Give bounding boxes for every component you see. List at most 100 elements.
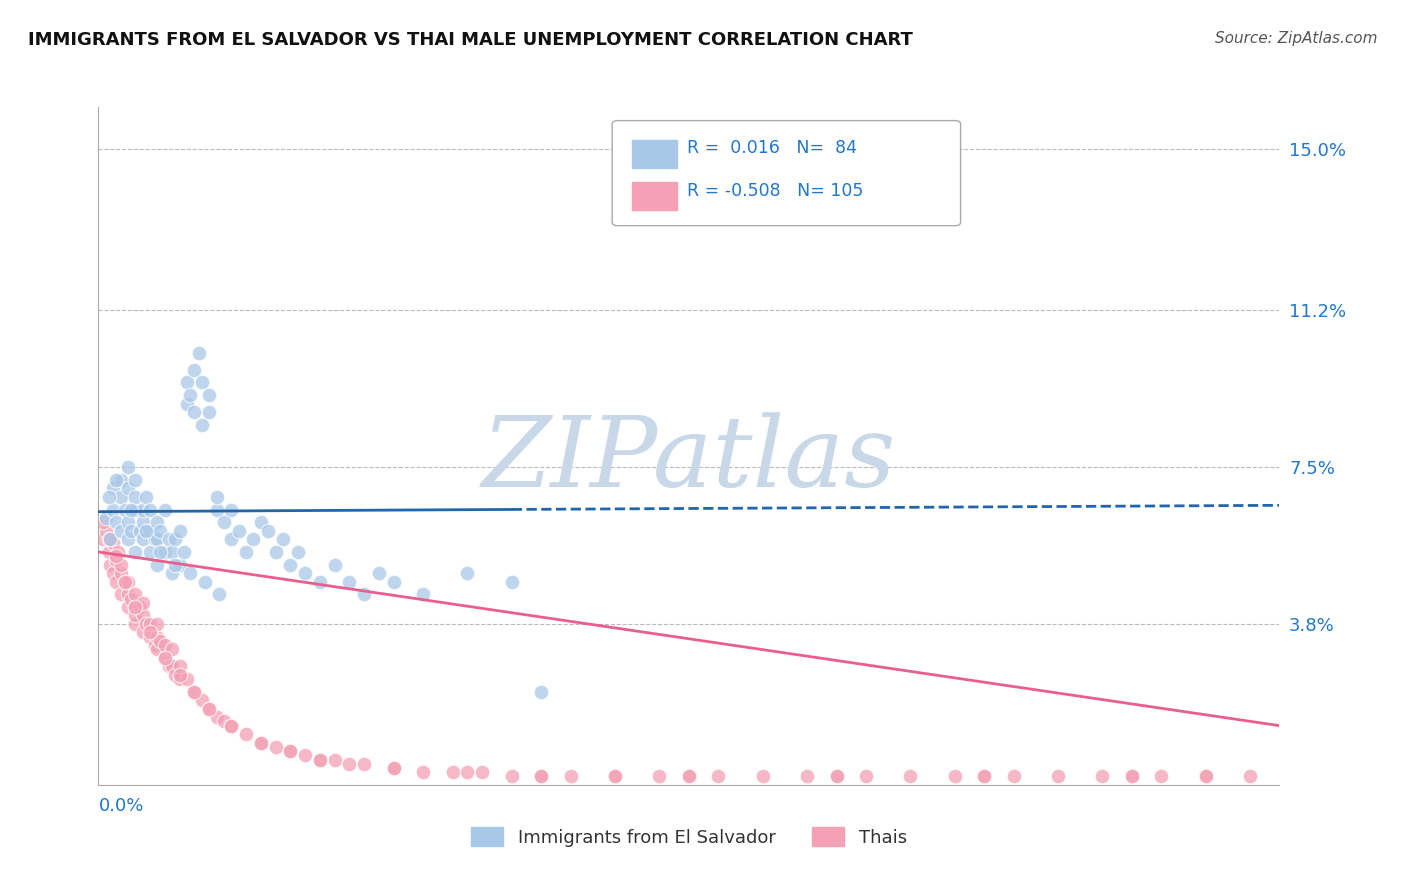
Point [143, 532, 166, 546]
Point [1121, 769, 1143, 784]
Point [221, 719, 243, 733]
Point [139, 502, 162, 516]
Point [117, 515, 139, 529]
Point [198, 701, 221, 715]
Point [605, 769, 627, 784]
Point [135, 617, 157, 632]
Point [191, 417, 214, 432]
Point [124, 502, 146, 516]
Point [205, 502, 228, 516]
Point [103, 566, 125, 581]
Point [250, 515, 273, 529]
Text: IMMIGRANTS FROM EL SALVADOR VS THAI MALE UNEMPLOYMENT CORRELATION CHART: IMMIGRANTS FROM EL SALVADOR VS THAI MALE… [28, 31, 912, 49]
Point [110, 587, 132, 601]
Point [855, 769, 877, 784]
Point [165, 532, 187, 546]
Point [212, 515, 235, 529]
Point [120, 502, 142, 516]
Point [208, 587, 231, 601]
Point [117, 599, 139, 614]
Point [146, 515, 169, 529]
Point [235, 545, 257, 559]
Point [183, 685, 205, 699]
Point [183, 405, 205, 419]
Text: R = -0.508   N= 105: R = -0.508 N= 105 [686, 182, 863, 200]
Point [97, 532, 120, 546]
Point [457, 566, 479, 581]
Point [169, 672, 191, 686]
Point [153, 638, 176, 652]
Point [973, 769, 995, 784]
Point [103, 502, 125, 516]
Point [165, 667, 187, 681]
Point [110, 524, 132, 538]
Point [198, 405, 221, 419]
Point [149, 524, 172, 538]
Point [280, 558, 302, 572]
Point [132, 502, 155, 516]
Point [294, 748, 316, 763]
Point [97, 490, 120, 504]
Point [368, 566, 391, 581]
Point [1150, 769, 1173, 784]
Point [105, 574, 128, 589]
Point [441, 765, 464, 780]
Point [169, 659, 191, 673]
Point [1239, 769, 1261, 784]
Point [309, 753, 332, 767]
Point [91, 515, 114, 529]
Point [353, 587, 375, 601]
Point [323, 753, 346, 767]
Point [221, 719, 243, 733]
Point [382, 761, 405, 775]
Point [124, 473, 146, 487]
Point [139, 630, 162, 644]
Point [114, 502, 136, 516]
Point [162, 642, 183, 657]
Point [124, 545, 146, 559]
Point [191, 376, 214, 390]
Point [294, 566, 316, 581]
Point [157, 532, 180, 546]
Point [457, 765, 479, 780]
Point [309, 574, 332, 589]
Point [796, 769, 818, 784]
Point [339, 574, 361, 589]
Text: Source: ZipAtlas.com: Source: ZipAtlas.com [1215, 31, 1378, 46]
Point [280, 744, 302, 758]
Point [242, 532, 264, 546]
Point [900, 769, 922, 784]
Point [94, 524, 117, 538]
Point [501, 769, 523, 784]
Point [530, 769, 553, 784]
Point [165, 558, 187, 572]
Point [1121, 769, 1143, 784]
Point [105, 553, 128, 567]
Point [94, 511, 117, 525]
Point [103, 536, 125, 550]
Point [412, 587, 434, 601]
Point [117, 587, 139, 601]
Point [124, 617, 146, 632]
Point [135, 524, 157, 538]
Point [139, 545, 162, 559]
Point [280, 744, 302, 758]
Point [183, 685, 205, 699]
Point [135, 490, 157, 504]
Text: R =  0.016   N=  84: R = 0.016 N= 84 [686, 138, 856, 157]
Point [825, 769, 848, 784]
Point [146, 558, 169, 572]
Point [678, 769, 700, 784]
Point [169, 667, 191, 681]
Point [250, 735, 273, 749]
Point [110, 473, 132, 487]
Point [124, 608, 146, 623]
Point [97, 545, 120, 559]
Text: ZIPatlas: ZIPatlas [482, 412, 896, 508]
Point [501, 574, 523, 589]
Point [124, 490, 146, 504]
Text: 0.0%: 0.0% [98, 797, 143, 815]
Point [530, 685, 553, 699]
Point [146, 532, 169, 546]
Point [146, 630, 169, 644]
